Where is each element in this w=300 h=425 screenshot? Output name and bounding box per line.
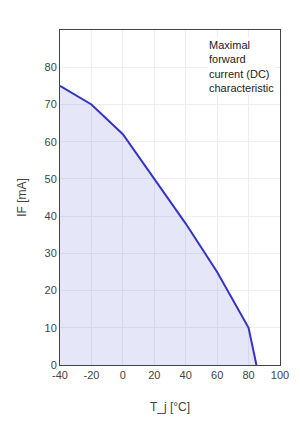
svg-text:40: 40 bbox=[180, 369, 192, 381]
svg-text:Maximalforwardcurrent (DC)char: Maximalforwardcurrent (DC)characteristic bbox=[209, 39, 274, 94]
svg-text:100: 100 bbox=[271, 369, 289, 381]
svg-text:80: 80 bbox=[45, 61, 57, 73]
svg-text:60: 60 bbox=[211, 369, 223, 381]
svg-text:0: 0 bbox=[120, 369, 126, 381]
svg-text:20: 20 bbox=[45, 284, 57, 296]
svg-text:60: 60 bbox=[45, 136, 57, 148]
svg-text:10: 10 bbox=[45, 322, 57, 334]
svg-text:-40: -40 bbox=[52, 369, 68, 381]
svg-text:40: 40 bbox=[45, 210, 57, 222]
svg-text:80: 80 bbox=[242, 369, 254, 381]
svg-text:50: 50 bbox=[45, 173, 57, 185]
svg-text:30: 30 bbox=[45, 247, 57, 259]
svg-text:0: 0 bbox=[51, 359, 57, 371]
svg-text:-20: -20 bbox=[83, 369, 99, 381]
svg-text:IF [mA]: IF [mA] bbox=[15, 178, 29, 217]
svg-text:T_j [°C]: T_j [°C] bbox=[150, 400, 190, 414]
svg-text:20: 20 bbox=[148, 369, 160, 381]
svg-text:70: 70 bbox=[45, 98, 57, 110]
